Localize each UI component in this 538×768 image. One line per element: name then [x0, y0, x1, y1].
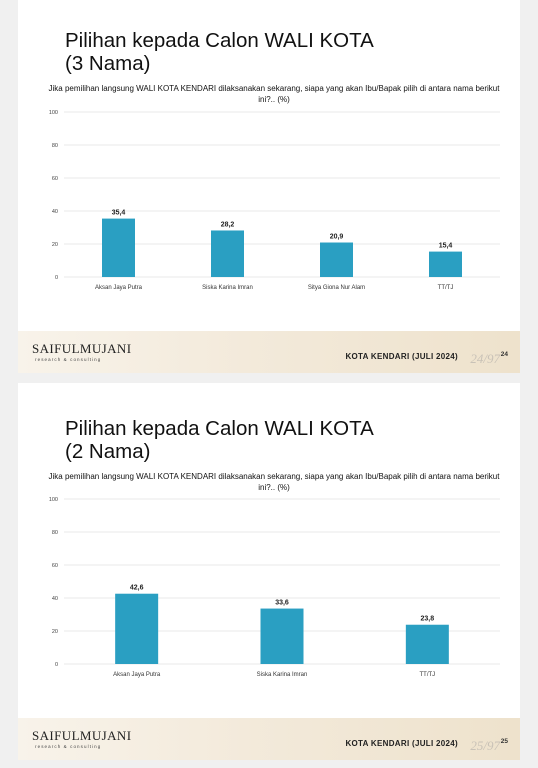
y-tick-label: 40: [52, 209, 58, 215]
bar-3: [320, 242, 353, 277]
bar-1: [115, 593, 159, 664]
bar-chart-2-names: 0 20 40 60 80 100 42,6 Aksan Jaya Putra 33,6 Sisk…: [49, 497, 500, 678]
category-label: Aksan Jaya Putra: [113, 672, 161, 678]
bar-value-label: 20,9: [330, 234, 344, 241]
category-label: Sitya Giona Nur Alam: [308, 285, 365, 291]
bar-4: [429, 251, 462, 277]
bar-chart-3-names: 0 20 40 60 80 100 35,4 Aksan Jaya Putra 28,2 Sisk…: [49, 110, 500, 291]
bar-value-label: 23,8: [421, 616, 435, 623]
y-tick-label: 60: [52, 176, 58, 182]
category-label: Siska Karina Imran: [257, 672, 308, 678]
logo-tagline: research & consulting: [35, 744, 102, 749]
category-label: TT/TJ: [438, 285, 454, 291]
title-line-1: Pilihan kepada Calon WALI KOTA: [65, 417, 374, 440]
y-tick-label: 0: [55, 662, 58, 668]
saifulmujani-logo: SAIFULMUJANI: [32, 341, 132, 356]
slide-title: Pilihan kepada Calon WALI KOTA (3 Nama): [65, 29, 374, 75]
bar-2: [260, 608, 304, 664]
bar-value-label: 35,4: [112, 210, 126, 217]
slide-footer: SAIFULMUJANI research & consulting KOTA …: [18, 718, 520, 760]
y-tick-label: 100: [49, 497, 58, 503]
slide-25: Pilihan kepada Calon WALI KOTA (2 Nama) …: [18, 383, 520, 760]
survey-question: Jika pemilihan langsung WALI KOTA KENDAR…: [48, 472, 500, 492]
footer-region-label: KOTA KENDARI (JULI 2024): [345, 352, 458, 361]
bar-value-label: 33,6: [275, 600, 289, 607]
category-label: TT/TJ: [419, 672, 435, 678]
slide-24: Pilihan kepada Calon WALI KOTA (3 Nama) …: [18, 0, 520, 373]
logo-tagline: research & consulting: [35, 357, 102, 362]
title-line-2: (3 Nama): [65, 52, 151, 75]
bar-2: [211, 230, 244, 277]
slide-footer: SAIFULMUJANI research & consulting KOTA …: [18, 331, 520, 373]
category-label: Aksan Jaya Putra: [95, 285, 143, 291]
y-tick-label: 60: [52, 563, 58, 569]
slide-title: Pilihan kepada Calon WALI KOTA (2 Nama): [65, 417, 374, 463]
bar-1: [102, 218, 135, 277]
footer-region-label: KOTA KENDARI (JULI 2024): [345, 739, 458, 748]
y-tick-label: 20: [52, 242, 58, 248]
category-label: Siska Karina Imran: [202, 285, 253, 291]
saifulmujani-logo: SAIFULMUJANI: [32, 728, 132, 743]
survey-question: Jika pemilihan langsung WALI KOTA KENDAR…: [48, 84, 500, 104]
y-tick-label: 80: [52, 530, 58, 536]
title-line-1: Pilihan kepada Calon WALI KOTA: [65, 29, 374, 52]
bar-value-label: 15,4: [439, 243, 453, 250]
title-line-2: (2 Nama): [65, 440, 151, 463]
page-number: 24: [500, 351, 508, 358]
page-number: 25: [500, 738, 508, 745]
bar-value-label: 28,2: [221, 221, 235, 228]
y-tick-label: 40: [52, 596, 58, 602]
y-tick-label: 0: [55, 275, 58, 281]
bar-value-label: 42,6: [130, 585, 144, 592]
handwritten-page-mark: 24/97: [470, 351, 500, 366]
bar-3: [405, 624, 449, 664]
y-tick-label: 80: [52, 143, 58, 149]
handwritten-page-mark: 25/97: [470, 738, 500, 753]
y-tick-label: 100: [49, 110, 58, 116]
y-tick-label: 20: [52, 629, 58, 635]
